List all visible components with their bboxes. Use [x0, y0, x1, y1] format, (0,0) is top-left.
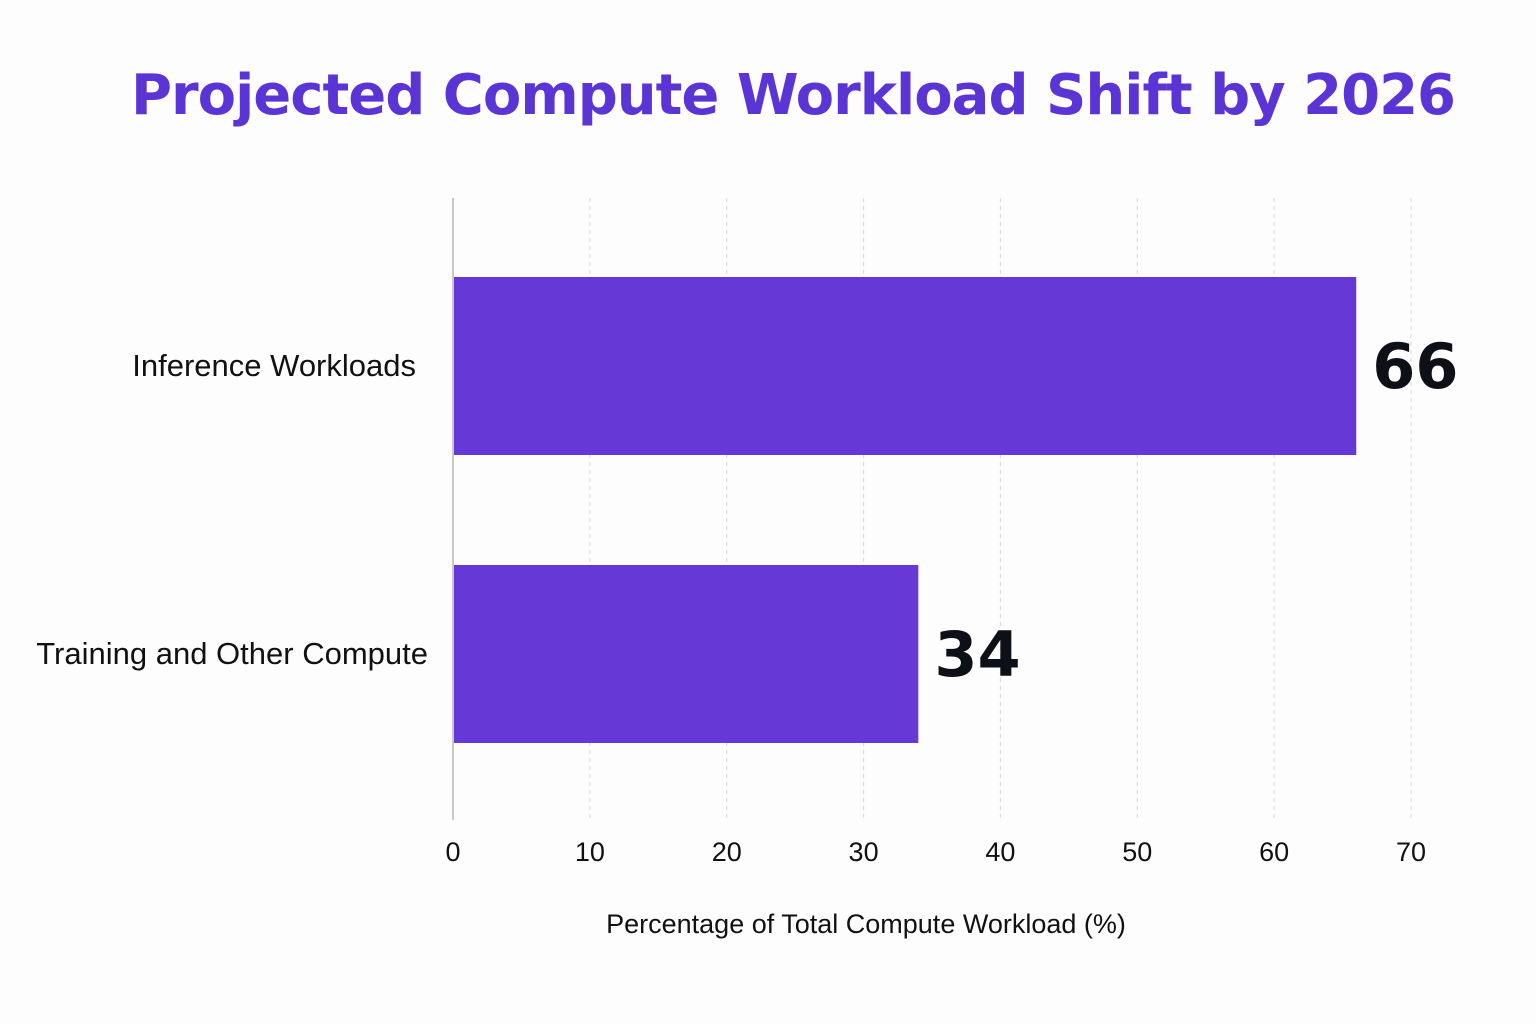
bars: [454, 277, 1357, 743]
x-tick-label: 20: [712, 837, 742, 867]
x-tick-label: 70: [1396, 837, 1426, 867]
x-tick-label: 0: [445, 837, 460, 867]
x-axis-title: Percentage of Total Compute Workload (%): [606, 909, 1126, 939]
bar-value-label: 34: [934, 618, 1020, 691]
y-category-label: Training and Other Compute: [36, 636, 428, 671]
y-category-label: Inference Workloads: [132, 348, 416, 383]
x-tick-label: 50: [1122, 837, 1152, 867]
x-tick-label: 40: [985, 837, 1015, 867]
x-tick-label: 30: [849, 837, 879, 867]
x-tick-label: 60: [1259, 837, 1289, 867]
bar: [454, 277, 1357, 455]
labels: 0 10 20 30 40 50 60 70 Inference Workloads 66 Trai…: [36, 330, 1458, 867]
bar-value-label: 66: [1372, 330, 1458, 403]
x-tick-label: 10: [575, 837, 605, 867]
chart-title: Projected Compute Workload Shift by 2026: [130, 63, 1456, 128]
bar: [454, 565, 919, 743]
